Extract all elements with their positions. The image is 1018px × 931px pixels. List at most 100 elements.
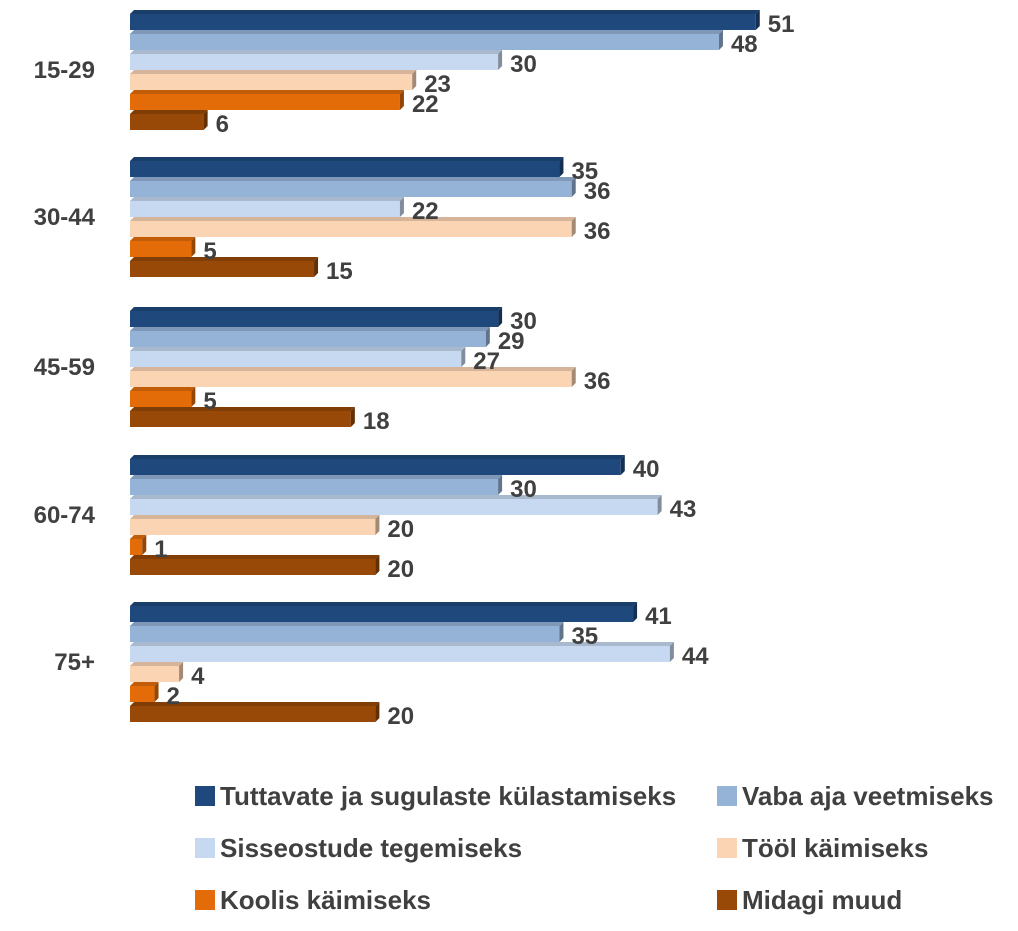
bar-face (130, 646, 670, 662)
data-label: 4 (191, 663, 205, 690)
bar-top (130, 110, 208, 114)
bar (130, 30, 723, 50)
legend-item: Tuttavate ja sugulaste külastamiseks (195, 781, 676, 811)
bar (130, 307, 503, 327)
data-label: 27 (473, 348, 500, 375)
data-label: 40 (633, 456, 660, 483)
bar-top (130, 257, 319, 261)
legend-item: Sisseostude tegemiseks (195, 833, 522, 863)
bar-top (130, 157, 564, 161)
data-label: 30 (510, 308, 537, 335)
bar-top (130, 90, 404, 94)
category-axis: 15-29 30-44 45-59 60-74 75+ (34, 57, 96, 676)
data-label: 20 (387, 703, 414, 730)
data-label: 44 (682, 643, 709, 670)
bar (130, 257, 319, 277)
bar-top (130, 495, 662, 499)
bar-side (399, 197, 404, 217)
category-label: 75+ (54, 649, 95, 676)
bar-face (130, 331, 486, 347)
bar (130, 110, 208, 130)
bar-top (130, 307, 503, 311)
bar-top (130, 555, 380, 559)
bar (130, 515, 380, 535)
bar-face (130, 519, 376, 535)
bar (130, 10, 760, 30)
data-label: 23 (424, 71, 451, 98)
bar-side (559, 157, 564, 177)
bar-face (130, 54, 499, 70)
bar-side (571, 177, 576, 197)
bar-face (130, 74, 413, 90)
data-label: 35 (571, 623, 598, 650)
bar-side (203, 110, 208, 130)
bar-side (179, 662, 184, 682)
data-label: 43 (670, 496, 697, 523)
legend-swatch (717, 838, 737, 858)
bar-top (130, 347, 466, 351)
legend-swatch (717, 890, 737, 910)
legend-label: Tööl käimiseks (742, 833, 928, 863)
bar (130, 662, 184, 682)
bar-top (130, 237, 196, 241)
bar-top (130, 602, 638, 606)
data-label: 36 (584, 218, 611, 245)
bar-face (130, 626, 560, 642)
data-label: 5 (203, 388, 216, 415)
bar-face (130, 311, 499, 327)
legend-label: Koolis käimiseks (220, 885, 431, 915)
data-label: 22 (412, 91, 439, 118)
legend-item: Tööl käimiseks (717, 833, 928, 863)
bar-face (130, 241, 192, 257)
legend-swatch (195, 838, 215, 858)
data-label: 6 (216, 111, 229, 138)
legend-label: Midagi muud (742, 885, 902, 915)
bar-side (718, 30, 723, 50)
bar (130, 475, 503, 495)
bar (130, 327, 490, 347)
bar-side (485, 327, 490, 347)
category-label: 30-44 (34, 204, 96, 231)
data-label: 20 (387, 556, 414, 583)
bar-top (130, 177, 576, 181)
data-label: 35 (571, 158, 598, 185)
data-label: 15 (326, 258, 353, 285)
bar-side (191, 237, 196, 257)
legend-item: Midagi muud (717, 885, 902, 915)
data-label: 1 (154, 536, 167, 563)
bar-top (130, 535, 147, 539)
bar-side (412, 70, 417, 90)
legend-swatch (195, 890, 215, 910)
bar-top (130, 327, 490, 331)
legend-label: Vaba aja veetmiseks (742, 781, 994, 811)
bar-face (130, 606, 634, 622)
data-label: 18 (363, 408, 390, 435)
bar (130, 237, 196, 257)
bar-face (130, 479, 499, 495)
bar-face (130, 34, 719, 50)
data-label: 29 (498, 328, 525, 355)
data-label: 48 (731, 31, 758, 58)
bar-top (130, 662, 184, 666)
bar-top (130, 10, 760, 14)
bar-face (130, 539, 143, 555)
bar (130, 642, 674, 662)
bar-side (375, 702, 380, 722)
bar (130, 407, 355, 427)
bar-face (130, 559, 376, 575)
bar-face (130, 666, 180, 682)
legend-swatch (717, 786, 737, 806)
bar-side (755, 10, 760, 30)
category-label: 60-74 (34, 502, 96, 529)
bar-side (461, 347, 466, 367)
bar-side (559, 622, 564, 642)
bar-top (130, 475, 503, 479)
bar-side (669, 642, 674, 662)
bar-top (130, 70, 417, 74)
bar-face (130, 181, 572, 197)
bar (130, 602, 638, 622)
bar-face (130, 371, 572, 387)
bar (130, 50, 503, 70)
